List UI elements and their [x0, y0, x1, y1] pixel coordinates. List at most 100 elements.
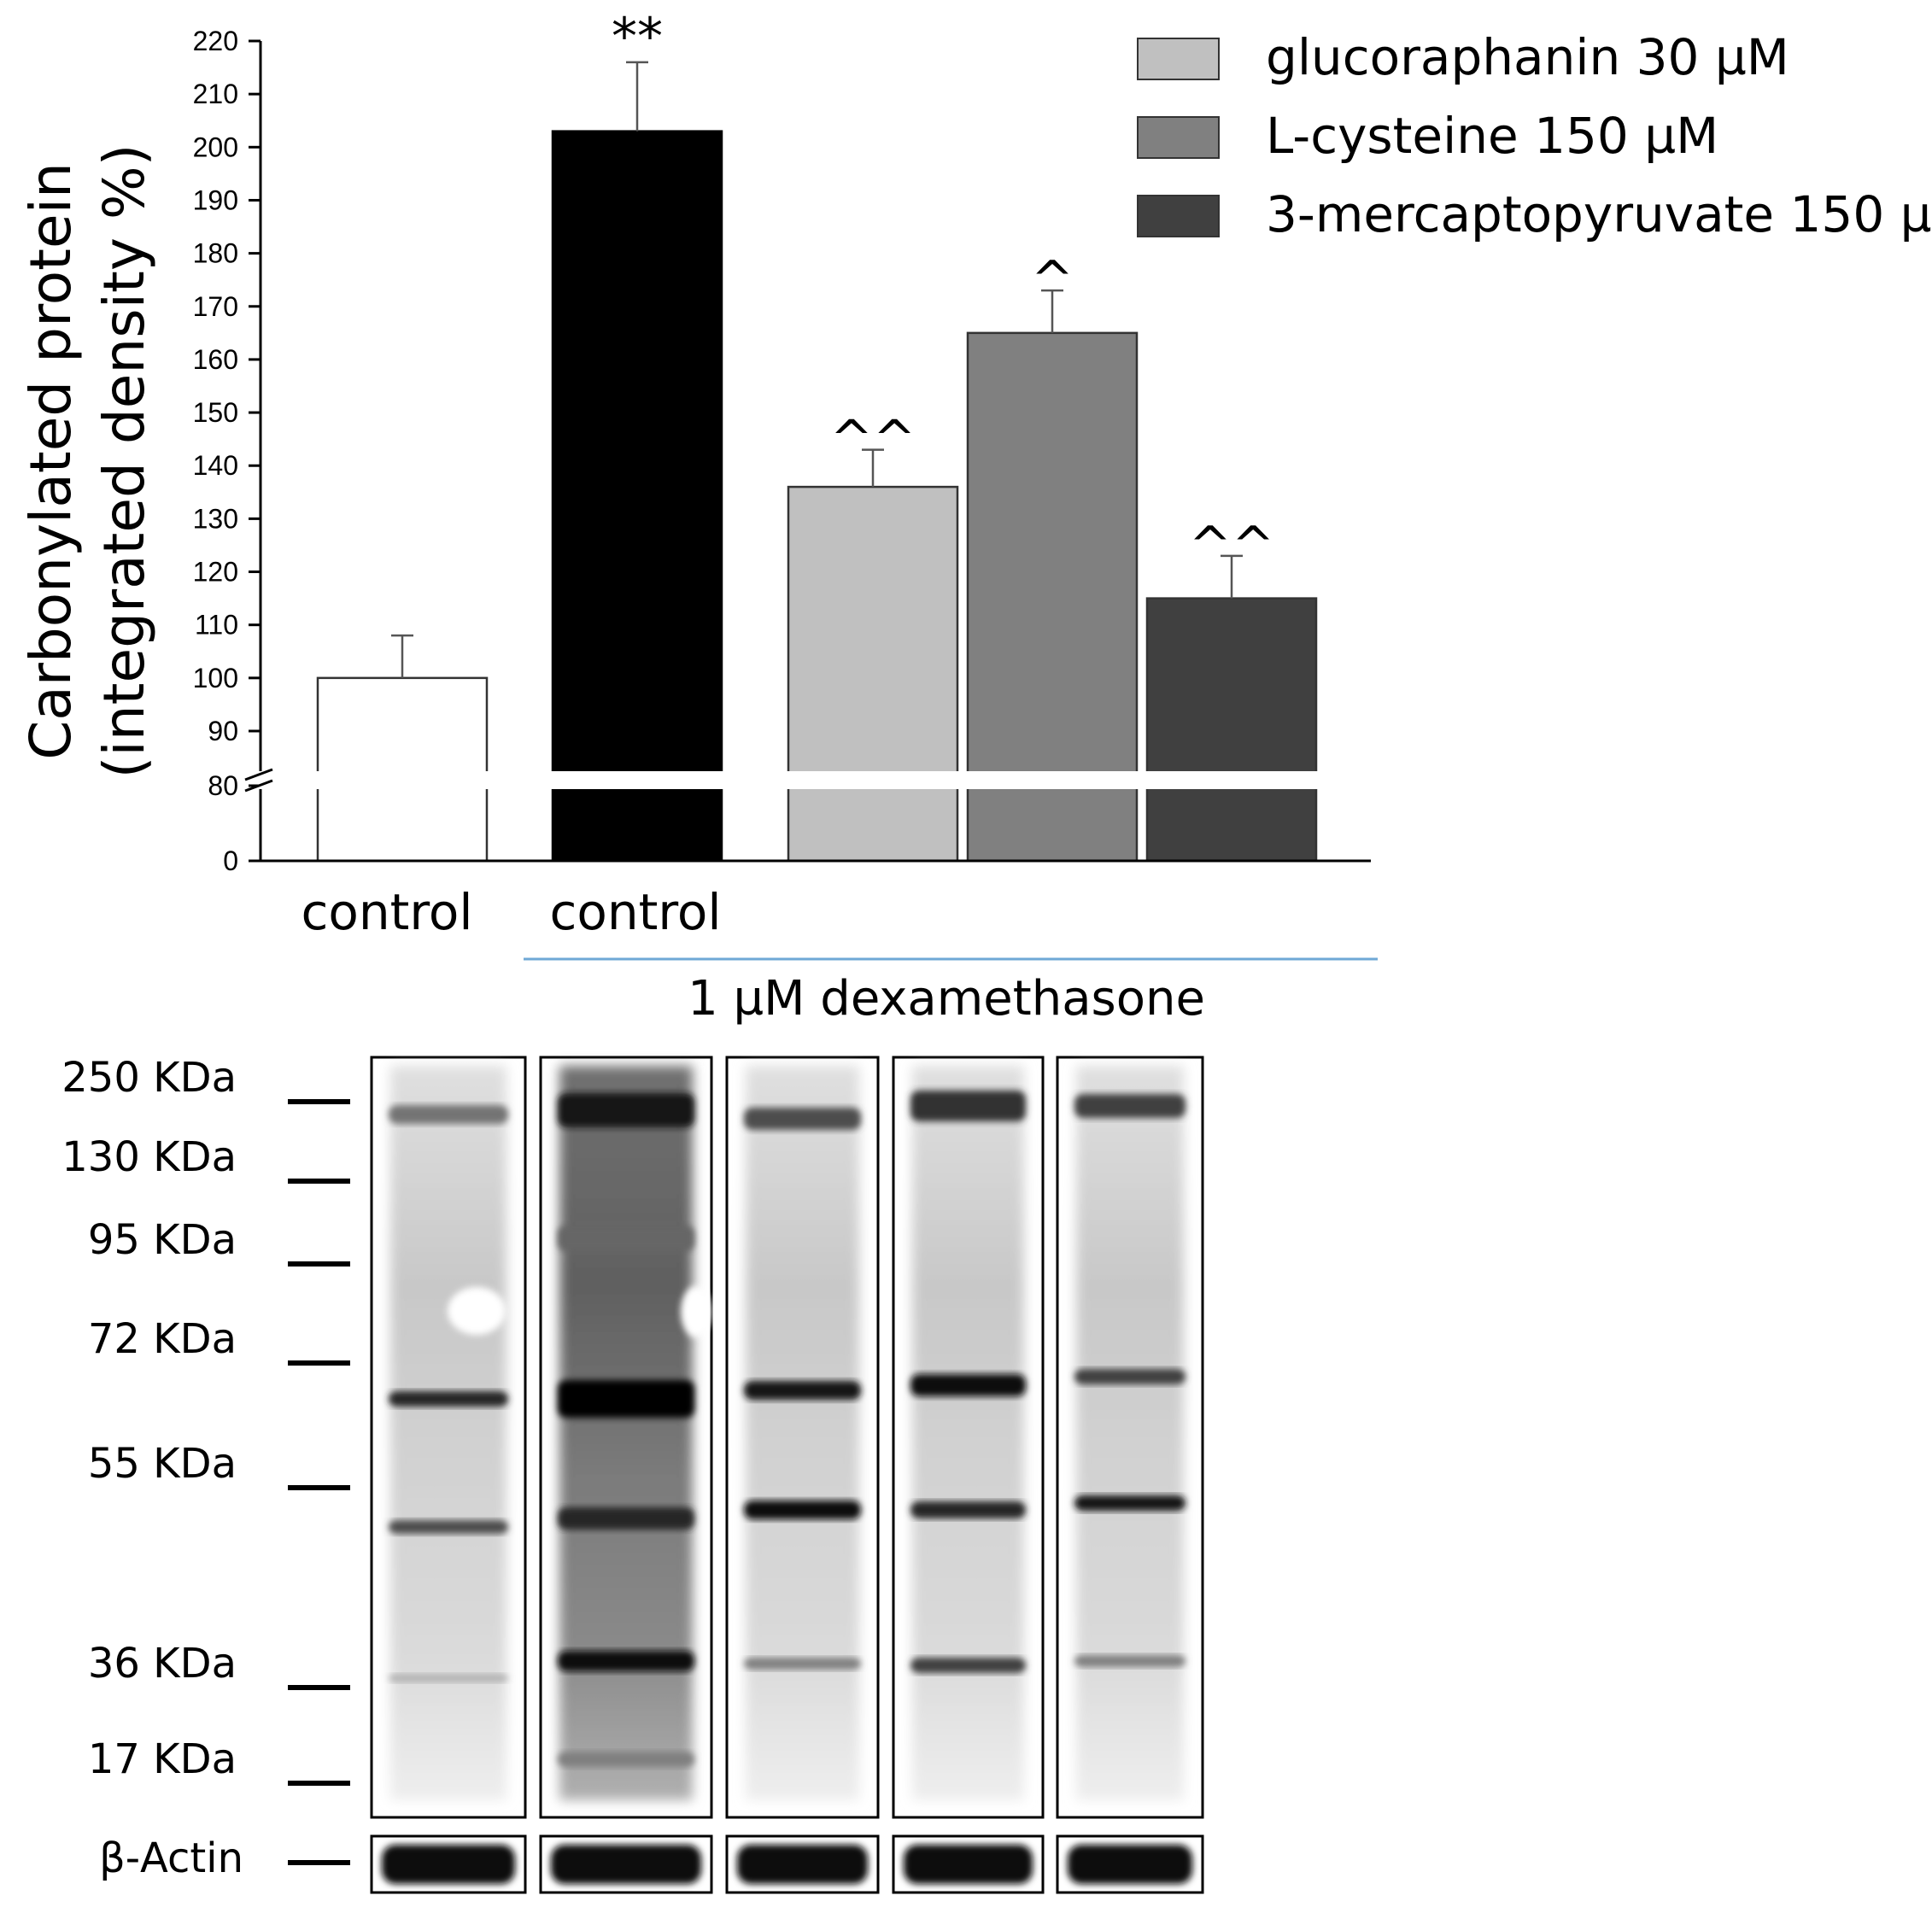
blot-band: [744, 1658, 861, 1670]
category-labels: control control: [301, 883, 721, 941]
y-tick-label: 150: [193, 397, 238, 428]
blot-band: [389, 1520, 508, 1534]
actin-lane-3: [725, 1834, 880, 1894]
y-tick-label: 0: [223, 845, 238, 876]
y-axis-label-line1: Carbonylated protein: [18, 162, 84, 760]
blot-band: [1074, 1655, 1186, 1667]
blot-band: [558, 1507, 694, 1530]
significance-markers: **^^^^^: [612, 7, 1274, 576]
legend-swatch-1: [1137, 38, 1220, 80]
y-tick-label: 170: [193, 291, 238, 322]
y-tick-label: 110: [195, 610, 238, 641]
legend-swatch-2: [1137, 116, 1220, 159]
blot-lane-5: [1056, 1056, 1204, 1819]
legend-label-2: L-cysteine 150 µM: [1266, 107, 1718, 165]
y-tick-label: 100: [193, 663, 238, 693]
y-tick-label: 220: [193, 26, 238, 56]
group-label: 1 µM dexamethasone: [688, 971, 1205, 1027]
lane-smear: [390, 1066, 506, 1800]
actin-band: [737, 1845, 868, 1884]
blot-band: [558, 1380, 694, 1418]
blot-band: [744, 1501, 861, 1519]
lane-smear: [746, 1066, 859, 1800]
blot-artifact: [681, 1286, 711, 1337]
blot-band: [558, 1752, 694, 1767]
mw-marker-label: 55 KDa: [88, 1440, 237, 1488]
mw-marker-label: 17 KDa: [88, 1735, 237, 1783]
actin-band: [551, 1845, 701, 1884]
blot-band: [910, 1658, 1026, 1673]
blot-band: [744, 1381, 861, 1400]
bar-3: [787, 485, 959, 863]
y-tick-label: 160: [193, 344, 238, 375]
blot-band: [389, 1105, 508, 1124]
significance-marker-3: ^^: [830, 410, 916, 470]
break-band: [259, 771, 1378, 789]
mw-marker-label: 72 KDa: [88, 1315, 237, 1363]
y-tick-label: 180: [193, 238, 238, 269]
actin-band: [1068, 1845, 1192, 1884]
y-tick-label: 200: [193, 132, 238, 162]
category-label-1: control: [301, 883, 472, 941]
legend: glucoraphanin 30 µM L-cysteine 150 µM 3-me…: [1137, 28, 1932, 243]
legend-swatch-3: [1137, 195, 1220, 237]
blot-lanes: [370, 1056, 1204, 1819]
y-axis-ticks: 0 80 90 100 110 120 130 140 150 160 170 180 190 200 21…: [193, 26, 261, 876]
blot-band: [910, 1091, 1026, 1121]
blot-band: [389, 1674, 508, 1682]
blot-lane-1: [370, 1056, 527, 1819]
blot-band: [744, 1108, 861, 1130]
actin-band: [904, 1845, 1033, 1884]
blot-band: [1074, 1495, 1186, 1511]
blot-band: [910, 1501, 1026, 1518]
molecular-weight-markers: 250 KDa 130 KDa 95 KDa 72 KDa 55 KDa 36 KDa 17…: [61, 1054, 350, 1786]
break-mark-lower: [244, 779, 273, 793]
y-tick-label: 210: [193, 79, 238, 109]
blot-lane-4: [892, 1056, 1045, 1819]
blot-band: [910, 1374, 1026, 1396]
axis-break: [244, 768, 1378, 793]
blot-band: [389, 1391, 508, 1407]
lane-smear: [1076, 1066, 1184, 1800]
y-tick-label: 90: [208, 716, 238, 746]
actin-band: [382, 1845, 515, 1884]
legend-label-3: 3-mercaptopyruvate 150 µM: [1266, 185, 1932, 243]
actin-lanes: [370, 1834, 1204, 1894]
bar-1: [316, 676, 489, 863]
blot-band: [1074, 1369, 1186, 1384]
significance-marker-5: ^^: [1189, 516, 1275, 576]
blot-lane-2: [539, 1056, 713, 1819]
y-axis-label-line2: (integrated density %): [91, 144, 157, 779]
western-blot: 250 KDa 130 KDa 95 KDa 72 KDa 55 KDa 36 KDa 17…: [61, 1054, 1204, 1894]
actin-lane-5: [1056, 1834, 1204, 1894]
y-tick-label: 120: [193, 557, 238, 588]
blot-band: [558, 1093, 694, 1127]
bar-5: [1145, 597, 1318, 863]
y-tick-label: 140: [193, 450, 238, 481]
legend-label-1: glucoraphanin 30 µM: [1266, 28, 1789, 86]
lane-smear: [912, 1066, 1024, 1800]
significance-marker-2: **: [612, 7, 663, 67]
actin-label: β-Actin: [99, 1834, 243, 1882]
break-mark-upper: [244, 768, 273, 781]
actin-lane-1: [370, 1834, 527, 1894]
lane-smear: [559, 1066, 693, 1800]
mw-marker-label: 36 KDa: [88, 1640, 237, 1688]
actin-lane-2: [539, 1834, 713, 1894]
y-tick-label: 80: [208, 770, 238, 801]
mw-marker-label: 95 KDa: [88, 1216, 237, 1264]
bar-chart: 0 80 90 100 110 120 130 140 150 160 170 180 190 200 21…: [18, 7, 1932, 1027]
bars: [316, 61, 1318, 863]
actin-lane-4: [892, 1834, 1045, 1894]
y-tick-label: 190: [193, 184, 238, 215]
blot-band: [558, 1226, 694, 1251]
category-label-2: control: [549, 883, 721, 941]
blot-band: [1074, 1094, 1186, 1118]
bar-2: [551, 130, 723, 863]
blot-band: [558, 1651, 694, 1671]
significance-marker-4: ^: [1031, 250, 1074, 310]
blot-artifact: [448, 1287, 506, 1335]
mw-marker-label: 130 KDa: [61, 1133, 237, 1181]
blot-lane-3: [725, 1056, 880, 1819]
